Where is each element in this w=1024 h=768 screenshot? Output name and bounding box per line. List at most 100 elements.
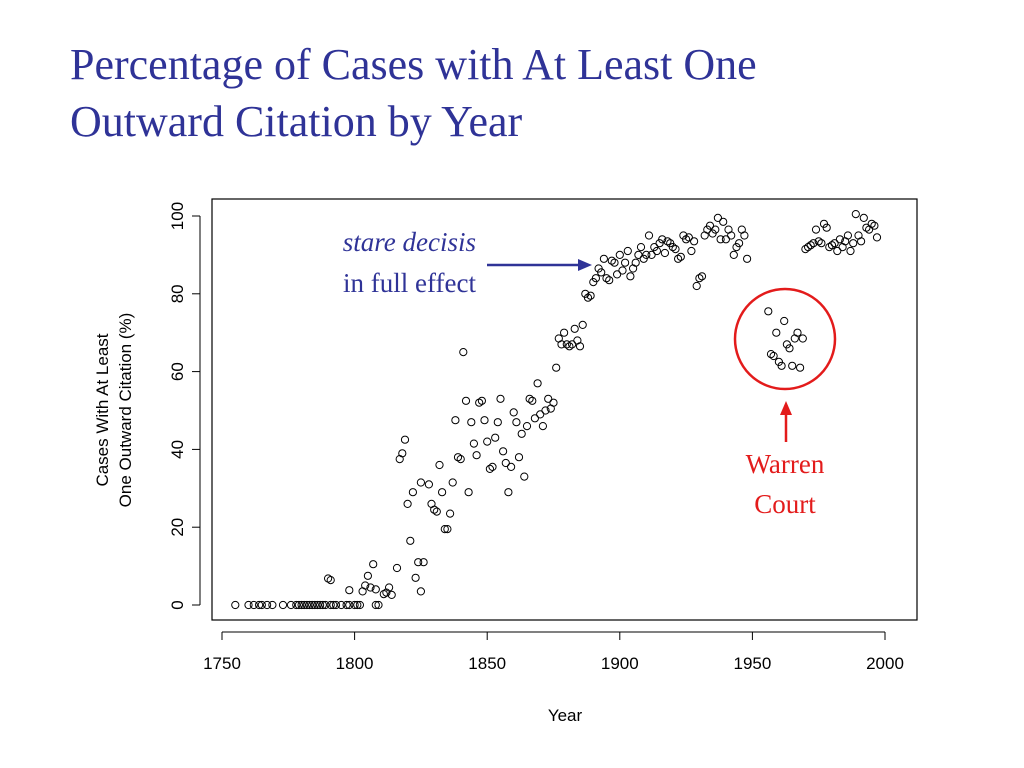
data-point <box>613 270 622 279</box>
data-point <box>469 439 478 448</box>
data-point <box>278 600 288 610</box>
data-point <box>804 243 813 252</box>
annotation-stare-decisis: stare decisis <box>343 227 476 257</box>
data-point <box>435 460 444 470</box>
data-point <box>530 414 540 423</box>
data-point <box>392 563 402 573</box>
data-point <box>798 334 807 343</box>
data-point <box>361 581 370 590</box>
data-point <box>525 394 534 403</box>
data-point <box>660 248 670 258</box>
data-point <box>459 348 468 357</box>
warren-court-arrow-head <box>780 401 792 415</box>
data-point <box>780 316 789 326</box>
data-point <box>300 600 309 610</box>
data-point <box>522 422 532 431</box>
data-point <box>849 239 858 248</box>
data-point <box>583 293 593 302</box>
data-point <box>472 451 481 460</box>
data-point <box>835 235 845 244</box>
data-point <box>310 600 319 610</box>
y-tick-label: 100 <box>168 202 187 230</box>
data-point <box>568 340 577 349</box>
data-point <box>615 250 624 259</box>
data-point <box>621 258 630 267</box>
data-point <box>329 600 338 610</box>
data-point <box>591 274 601 283</box>
x-tick-label: 1900 <box>601 654 639 673</box>
data-point <box>313 600 322 610</box>
axes: 1750 1800 1850 1900 1950 2000 0 20 40 60 80 100 <box>168 202 904 673</box>
data-point <box>562 340 571 349</box>
data-point <box>772 328 781 337</box>
data-point <box>464 488 473 497</box>
data-point <box>552 363 561 372</box>
data-points <box>231 210 882 610</box>
data-point <box>331 600 341 610</box>
data-point <box>599 254 609 263</box>
data-point <box>833 246 842 256</box>
data-point <box>326 576 335 585</box>
annotation-in-full-effect: in full effect <box>343 268 476 298</box>
data-point <box>345 600 354 610</box>
data-point <box>729 250 738 259</box>
data-point <box>575 342 585 351</box>
data-point <box>480 416 489 425</box>
data-point <box>451 416 460 425</box>
data-point <box>862 223 871 232</box>
data-point <box>697 272 707 281</box>
data-point <box>363 571 372 580</box>
x-axis-title: Year <box>548 706 583 725</box>
data-point <box>663 237 672 246</box>
data-point <box>342 600 351 610</box>
data-point <box>684 233 693 242</box>
data-point <box>321 600 330 610</box>
data-point <box>244 600 253 610</box>
data-point <box>676 252 685 261</box>
data-point <box>846 246 855 256</box>
data-point <box>872 233 882 242</box>
data-point <box>350 600 359 610</box>
data-point <box>560 328 569 337</box>
data-point <box>467 418 476 427</box>
data-point <box>419 558 428 567</box>
data-point <box>764 307 773 316</box>
data-point <box>544 394 553 403</box>
data-point <box>636 243 646 252</box>
data-point <box>371 585 380 594</box>
data-point <box>631 258 640 267</box>
data-point <box>302 600 311 610</box>
data-point <box>294 600 303 610</box>
data-point <box>326 600 335 610</box>
plot-frame <box>211 198 918 621</box>
data-point <box>477 396 486 405</box>
data-point <box>809 239 818 248</box>
data-point <box>337 600 346 610</box>
data-point <box>501 458 510 468</box>
data-point <box>491 433 500 442</box>
data-point <box>249 600 258 610</box>
data-point <box>512 418 521 427</box>
data-point <box>687 246 696 256</box>
data-point <box>292 600 301 610</box>
data-point <box>570 324 579 333</box>
data-point <box>769 351 778 361</box>
data-point <box>682 235 691 244</box>
data-point <box>485 464 494 473</box>
data-point <box>623 246 632 256</box>
data-point <box>740 231 749 240</box>
data-point <box>605 276 614 285</box>
data-point <box>814 237 823 246</box>
data-point <box>602 274 611 283</box>
data-point <box>658 235 667 244</box>
data-point <box>777 361 786 370</box>
data-point <box>668 243 677 252</box>
x-tick-label: 2000 <box>866 654 904 673</box>
data-point <box>446 509 455 518</box>
data-point <box>766 350 776 359</box>
data-point <box>642 250 651 259</box>
data-point <box>440 525 449 534</box>
data-point <box>793 328 802 337</box>
data-point <box>727 231 736 240</box>
data-point <box>843 231 853 240</box>
